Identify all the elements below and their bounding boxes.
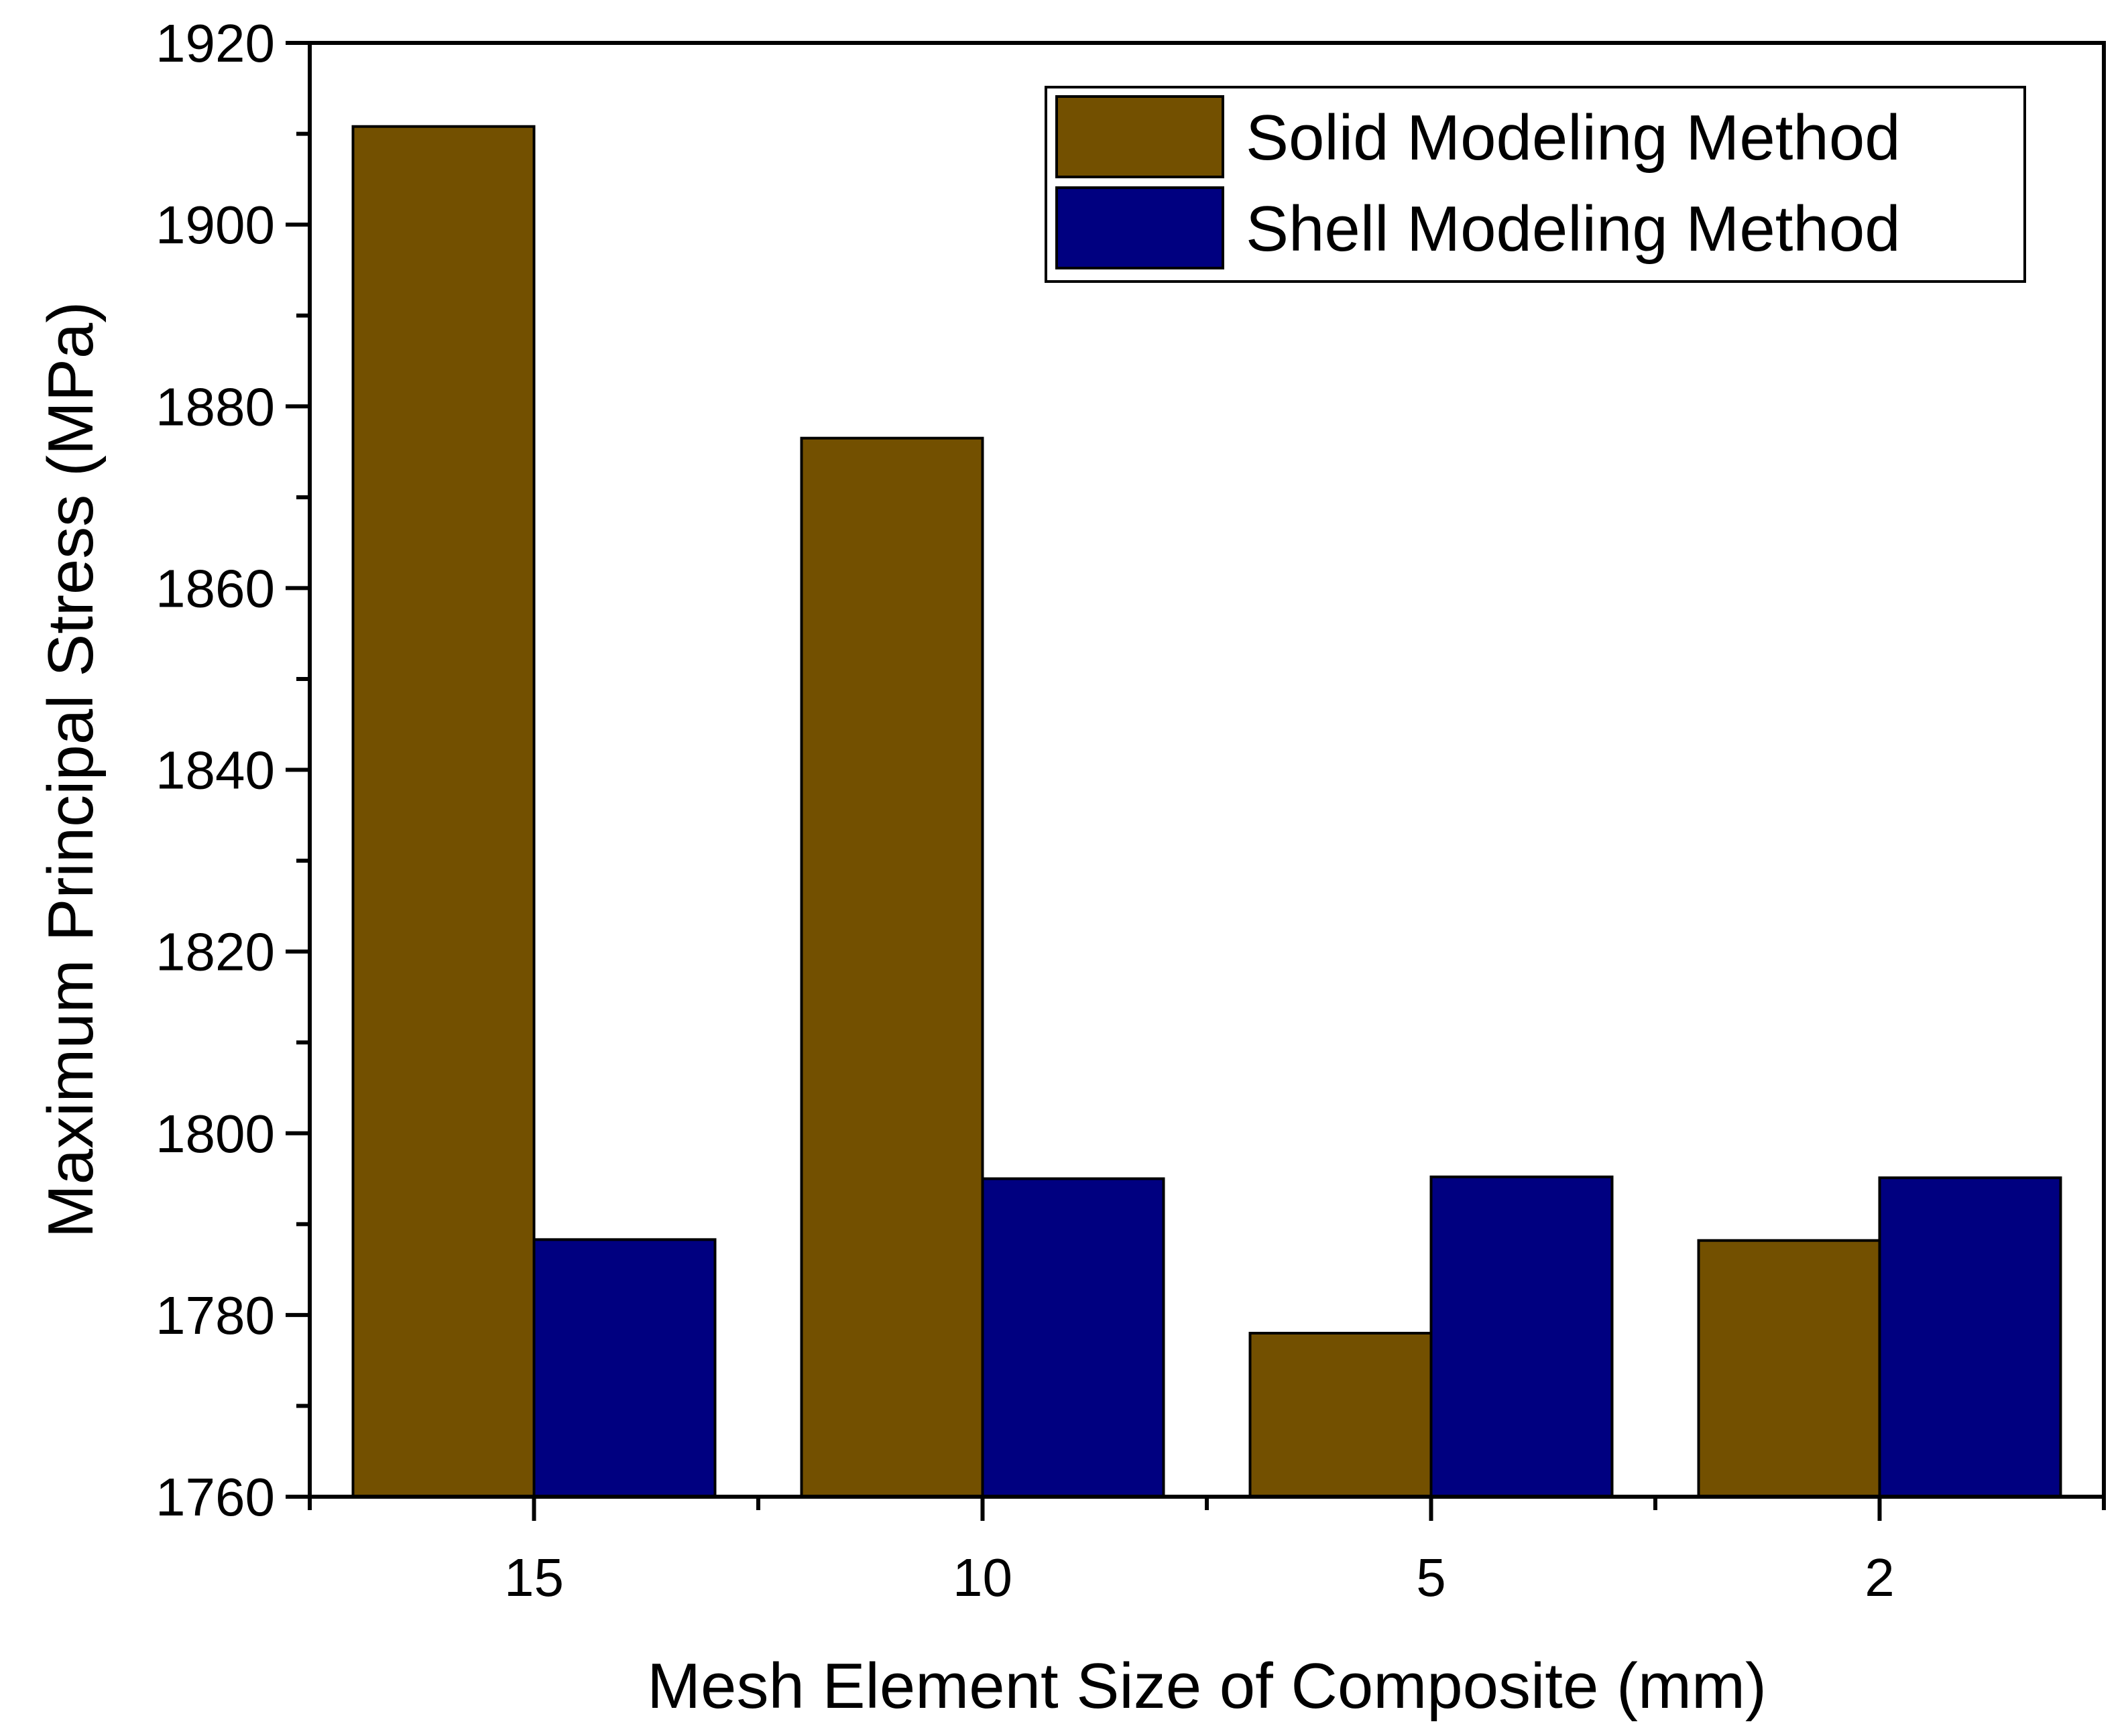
y-tick-label: 1840 <box>156 741 275 800</box>
y-tick-label: 1780 <box>156 1286 275 1345</box>
x-tick-label: 15 <box>504 1548 564 1607</box>
x-axis-title: Mesh Element Size of Composite (mm) <box>647 1650 1767 1722</box>
legend-label-shell: Shell Modeling Method <box>1246 193 1901 265</box>
bar-shell-2 <box>1878 1176 2062 1499</box>
y-tick-label: 1880 <box>156 377 275 436</box>
bar-shell-5 <box>1429 1175 1614 1498</box>
x-tick-label: 2 <box>1865 1548 1895 1607</box>
bars-layer <box>351 125 2062 1499</box>
legend-swatch-solid <box>1055 95 1224 178</box>
y-tick-label: 1900 <box>156 195 275 255</box>
bar-solid-15 <box>351 125 536 1498</box>
ticks-layer <box>286 41 2106 1521</box>
bar-shell-10 <box>981 1177 1165 1498</box>
bar-solid-2 <box>1697 1239 1881 1498</box>
bar-solid-10 <box>800 436 984 1498</box>
y-axis-title: Maximum Principal Stress (MPa) <box>35 302 107 1239</box>
x-tick-label: 5 <box>1416 1548 1446 1607</box>
legend: Solid Modeling Method Shell Modeling Met… <box>1045 86 2026 283</box>
y-tick-label: 1820 <box>156 922 275 982</box>
y-tick-label: 1760 <box>156 1467 275 1527</box>
y-tick-label: 1800 <box>156 1104 275 1164</box>
bar-shell-15 <box>532 1238 717 1499</box>
bar-solid-5 <box>1248 1331 1433 1499</box>
y-tick-label: 1920 <box>156 13 275 73</box>
tick-labels-layer: 1760 1780 1800 1820 1840 1860 1880 1900 1920 15 10… <box>156 13 1895 1607</box>
legend-swatch-shell <box>1055 186 1224 269</box>
x-tick-label: 10 <box>953 1548 1012 1607</box>
legend-label-solid: Solid Modeling Method <box>1246 102 1901 174</box>
y-tick-label: 1860 <box>156 558 275 618</box>
